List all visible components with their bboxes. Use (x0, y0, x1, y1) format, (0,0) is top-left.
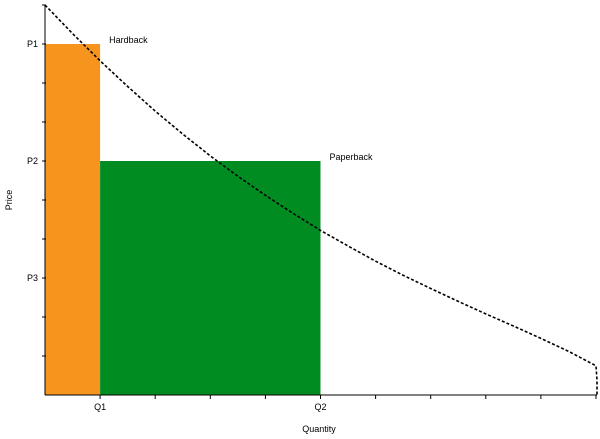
demand-curve (44, 4, 598, 395)
hardback-annotation: Hardback (109, 35, 148, 45)
y-axis-title: Price (4, 190, 14, 211)
x-tick-label: Q2 (314, 402, 326, 412)
ticks-layer: Q1 Q2 P3 P2 P1 (27, 4, 597, 412)
y-tick-label: P1 (27, 39, 38, 49)
curve-layer (44, 4, 598, 395)
bars-layer (45, 44, 321, 395)
labels-layer: Quantity Price Hardback Paperback (4, 35, 373, 434)
y-tick-label: P2 (27, 156, 38, 166)
y-tick-label: P3 (27, 273, 38, 283)
x-tick-label: Q1 (94, 402, 106, 412)
x-axis-title: Quantity (302, 424, 336, 434)
paperback-annotation: Paperback (330, 152, 374, 162)
hardback-revenue-rect (45, 44, 101, 395)
paperback-revenue-rect (100, 161, 321, 395)
